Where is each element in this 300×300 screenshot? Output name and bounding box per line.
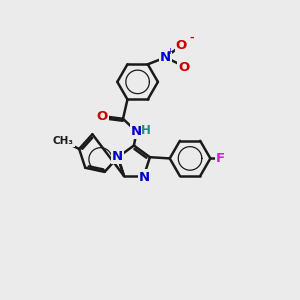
Text: O: O bbox=[97, 110, 108, 123]
Text: H: H bbox=[141, 124, 151, 137]
Text: N: N bbox=[112, 150, 123, 163]
Text: F: F bbox=[216, 152, 225, 165]
Text: N: N bbox=[160, 51, 171, 64]
Text: N: N bbox=[139, 170, 150, 184]
Text: +: + bbox=[167, 47, 173, 56]
Text: O: O bbox=[178, 61, 190, 74]
Text: -: - bbox=[190, 32, 194, 43]
Text: O: O bbox=[176, 39, 187, 52]
Text: N: N bbox=[131, 125, 142, 138]
Text: CH₃: CH₃ bbox=[52, 136, 74, 146]
